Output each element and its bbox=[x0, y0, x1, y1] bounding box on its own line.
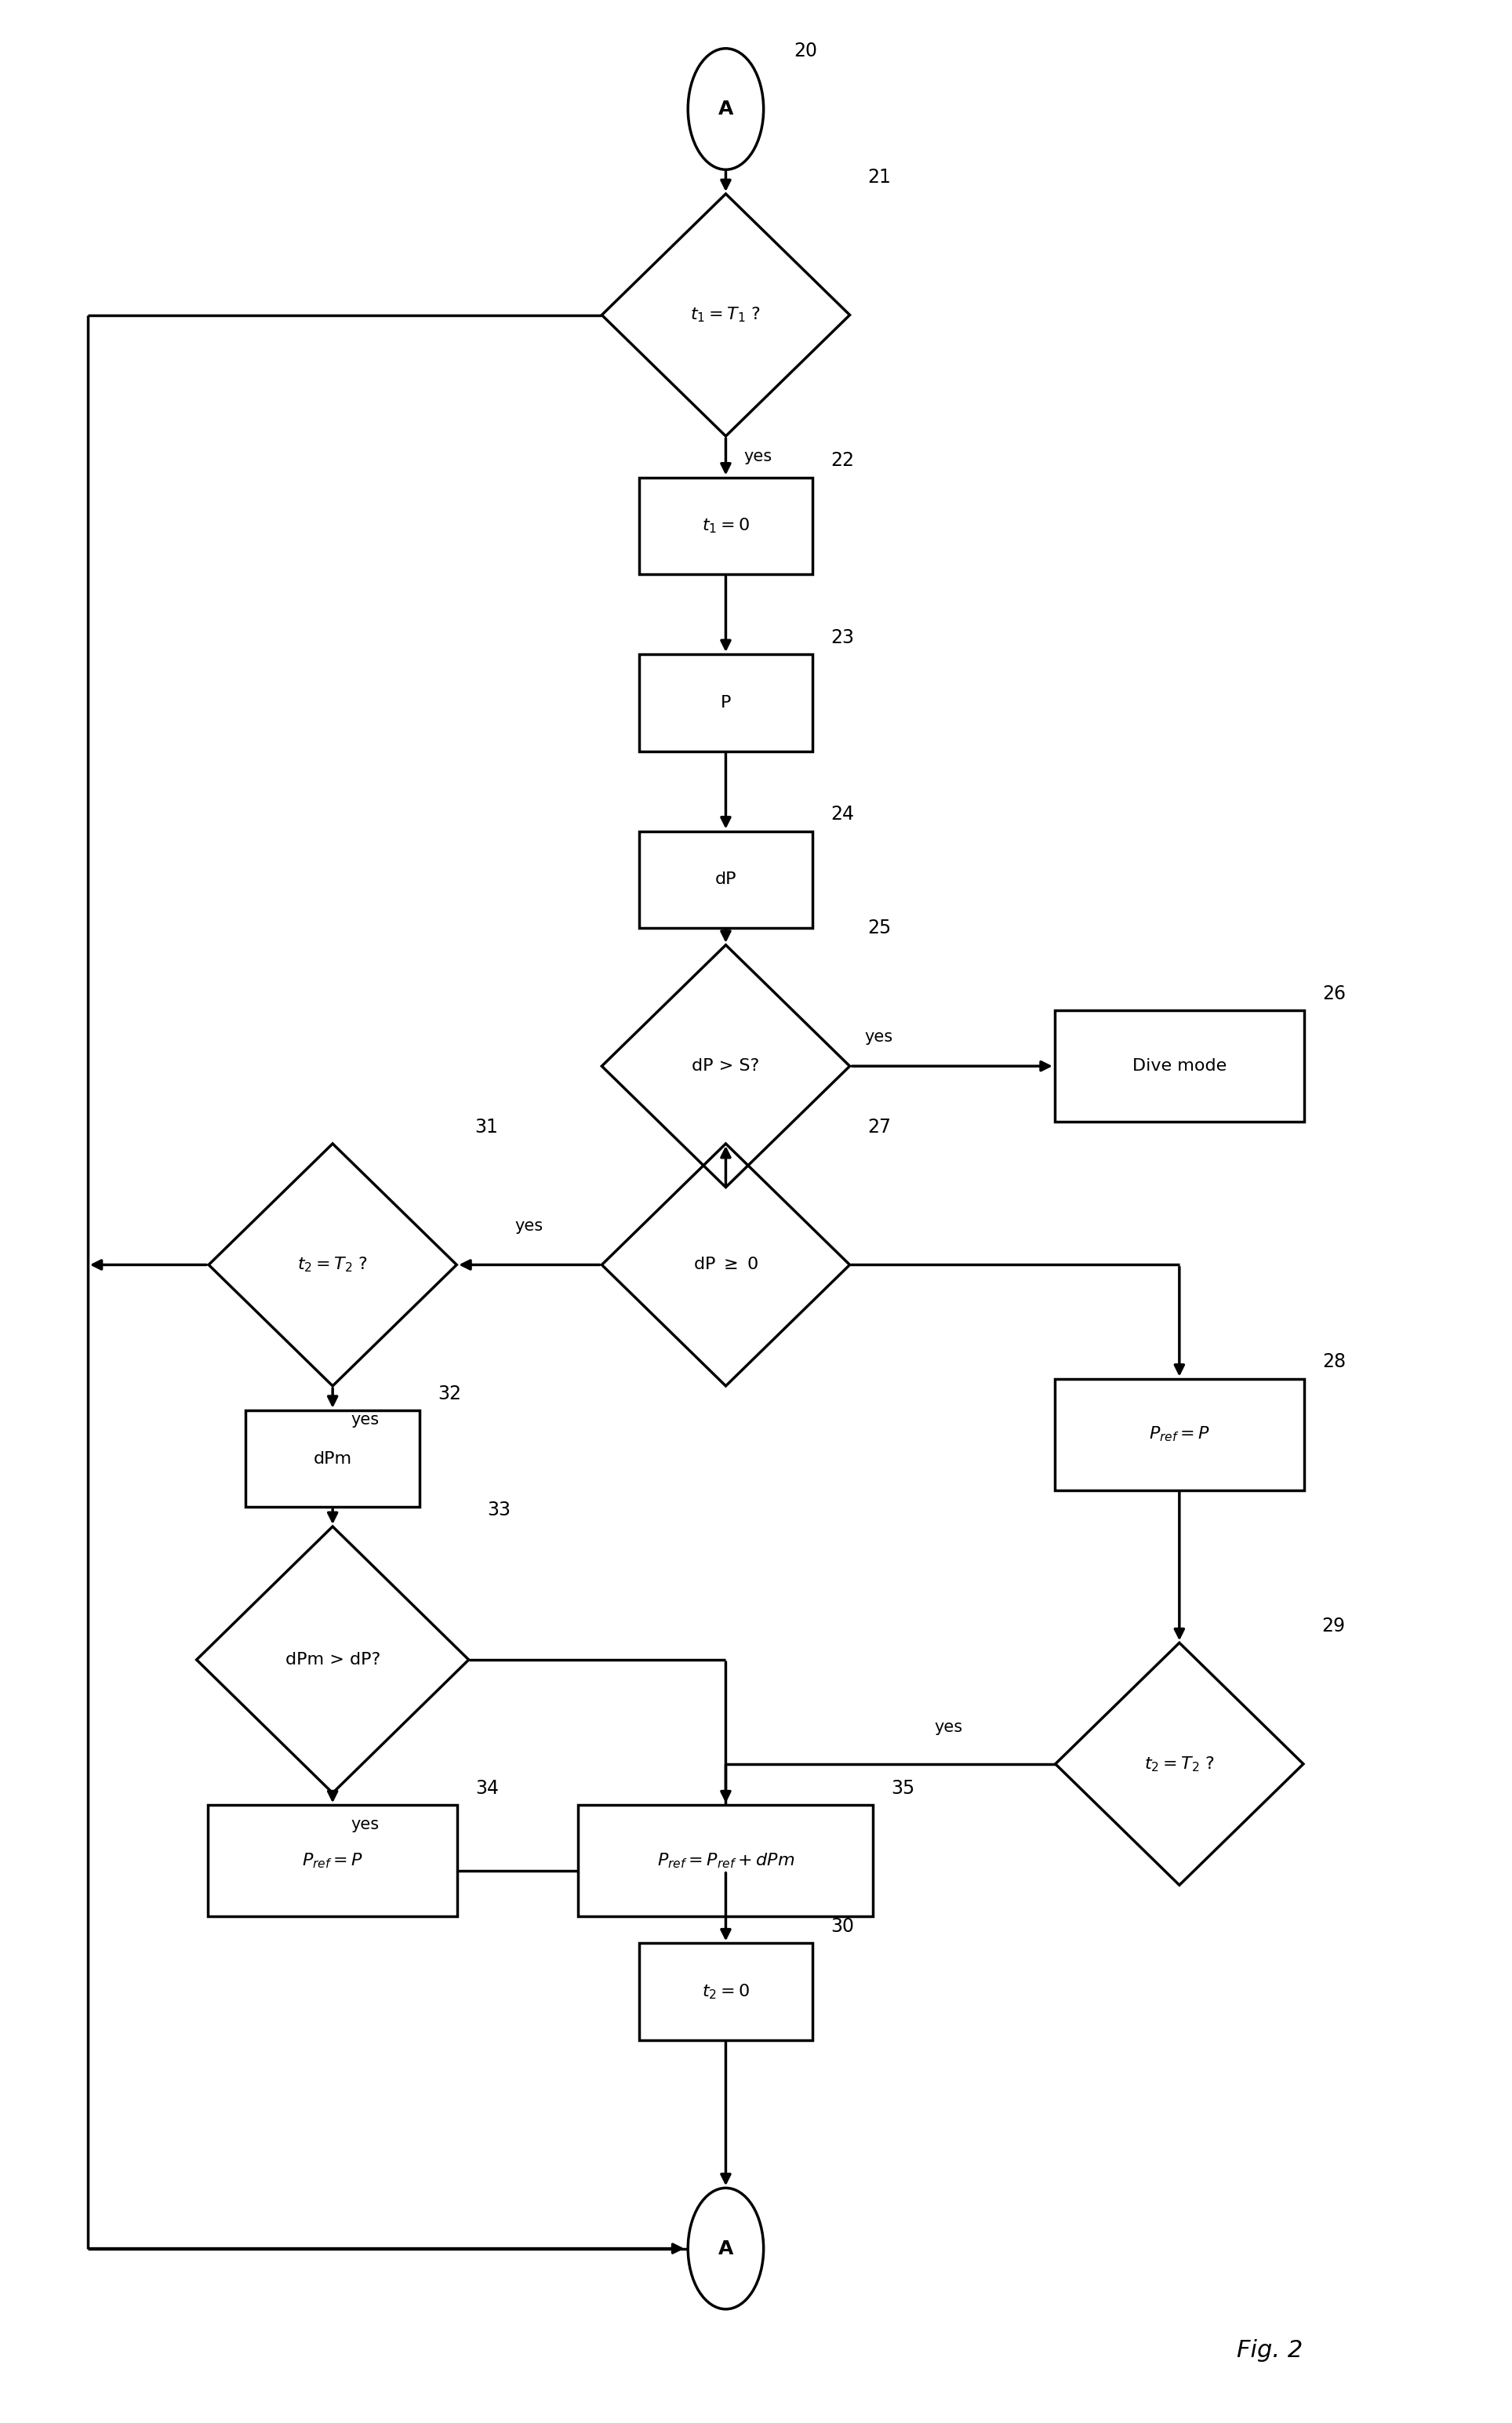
Text: 21: 21 bbox=[868, 167, 891, 187]
FancyBboxPatch shape bbox=[209, 1805, 457, 1917]
Text: Dive mode: Dive mode bbox=[1132, 1059, 1226, 1073]
FancyBboxPatch shape bbox=[638, 831, 813, 928]
Text: 27: 27 bbox=[868, 1117, 892, 1136]
Text: yes: yes bbox=[934, 1720, 963, 1735]
Text: A: A bbox=[718, 2239, 733, 2258]
Text: yes: yes bbox=[865, 1030, 894, 1044]
Text: yes: yes bbox=[351, 1413, 380, 1427]
FancyBboxPatch shape bbox=[638, 654, 813, 751]
Text: $P_{ref} = P$: $P_{ref} = P$ bbox=[1149, 1425, 1210, 1444]
Text: dP: dP bbox=[715, 872, 736, 887]
FancyBboxPatch shape bbox=[578, 1805, 872, 1917]
Text: 26: 26 bbox=[1321, 984, 1346, 1003]
Text: 25: 25 bbox=[868, 918, 892, 938]
Text: 30: 30 bbox=[832, 1917, 854, 1936]
Text: $t_2 = T_2$ ?: $t_2 = T_2$ ? bbox=[298, 1255, 367, 1274]
FancyBboxPatch shape bbox=[1055, 1379, 1303, 1490]
Text: dP > S?: dP > S? bbox=[692, 1059, 759, 1073]
Text: 23: 23 bbox=[832, 628, 854, 647]
Text: 35: 35 bbox=[892, 1778, 915, 1798]
Text: Fig. 2: Fig. 2 bbox=[1237, 2338, 1303, 2362]
Text: $t_2=0$: $t_2=0$ bbox=[702, 1982, 750, 2001]
Text: 24: 24 bbox=[832, 804, 854, 824]
FancyBboxPatch shape bbox=[1055, 1010, 1303, 1122]
Text: $t_2 = T_2$ ?: $t_2 = T_2$ ? bbox=[1145, 1754, 1214, 1774]
Text: 22: 22 bbox=[832, 451, 854, 470]
Text: 28: 28 bbox=[1321, 1352, 1346, 1371]
FancyBboxPatch shape bbox=[245, 1410, 420, 1507]
Text: $t_1=0$: $t_1=0$ bbox=[702, 516, 750, 535]
Text: $P_{ref} = P$: $P_{ref} = P$ bbox=[302, 1851, 363, 1871]
Text: 34: 34 bbox=[475, 1778, 499, 1798]
Text: P: P bbox=[721, 695, 730, 710]
Text: A: A bbox=[718, 99, 733, 119]
Text: 31: 31 bbox=[475, 1117, 497, 1136]
Text: yes: yes bbox=[516, 1219, 543, 1233]
Text: yes: yes bbox=[744, 448, 773, 465]
Text: dPm > dP?: dPm > dP? bbox=[286, 1652, 380, 1667]
FancyBboxPatch shape bbox=[638, 1943, 813, 2040]
Text: 32: 32 bbox=[438, 1384, 461, 1403]
Text: dP $\geq$ 0: dP $\geq$ 0 bbox=[692, 1258, 759, 1272]
Text: 29: 29 bbox=[1321, 1616, 1346, 1636]
FancyBboxPatch shape bbox=[638, 477, 813, 574]
Text: $t_1 = T_1$ ?: $t_1 = T_1$ ? bbox=[691, 305, 761, 325]
Text: 33: 33 bbox=[487, 1500, 511, 1519]
Text: $P_{ref} = P_{ref}+dPm$: $P_{ref} = P_{ref}+dPm$ bbox=[658, 1851, 794, 1871]
Text: yes: yes bbox=[351, 1817, 380, 1832]
Text: dPm: dPm bbox=[313, 1451, 352, 1466]
Text: 20: 20 bbox=[794, 41, 818, 61]
